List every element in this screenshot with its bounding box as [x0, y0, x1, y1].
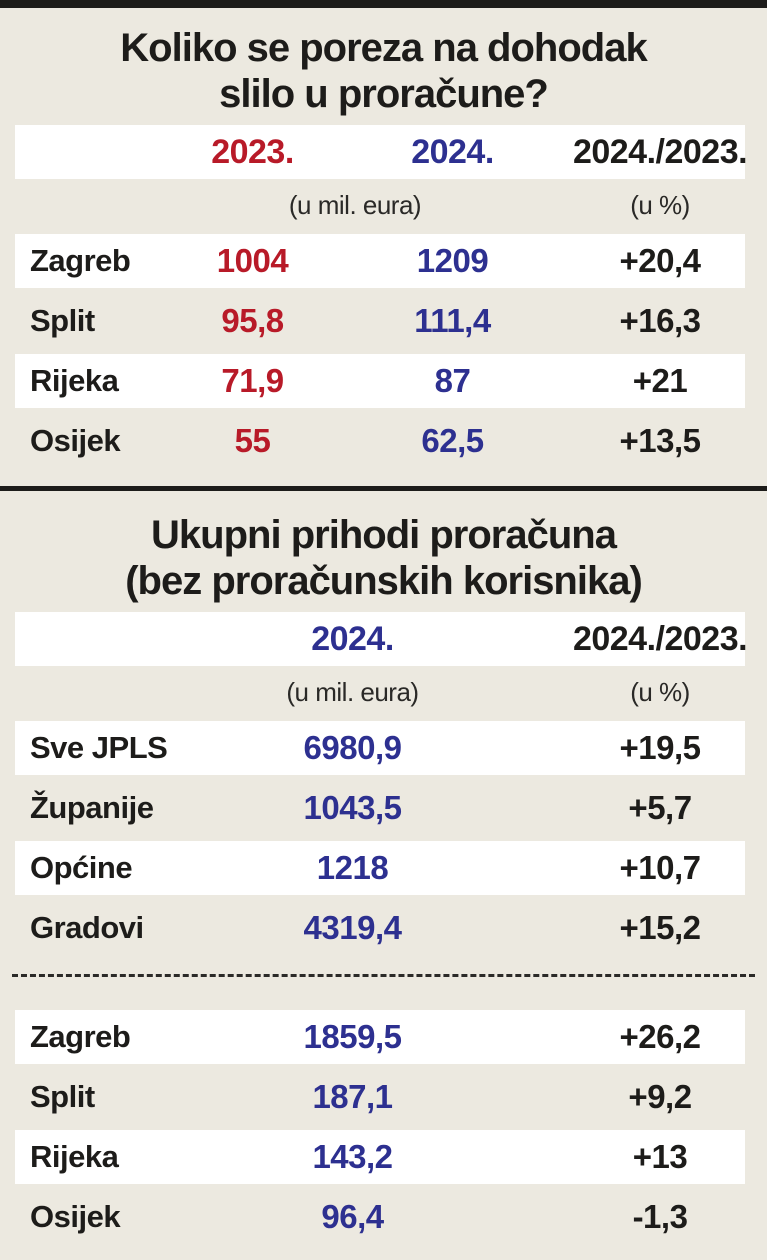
table1-header-2023: 2023.	[211, 132, 294, 171]
table-row: Split 95,8 111,4 +16,3	[15, 291, 745, 351]
value-ratio: +15,2	[619, 909, 702, 947]
table1-units-row: (u mil. eura) (u %)	[15, 179, 745, 231]
table2-units-row: (u mil. eura) (u %)	[15, 666, 745, 718]
value-ratio: +20,4	[619, 242, 702, 280]
value-2023: 1004	[216, 242, 289, 280]
value-2024: 87	[434, 362, 471, 400]
value-ratio: +10,7	[619, 849, 702, 887]
table-row: Rijeka 71,9 87 +21	[15, 351, 745, 412]
table1-title-line1: Koliko se poreza na dohodak	[120, 26, 647, 70]
row-label: Županije	[30, 790, 154, 826]
value-2023: 71,9	[221, 362, 284, 400]
row-label: Sve JPLS	[30, 730, 168, 766]
value-2024: 143,2	[312, 1138, 393, 1176]
table1-title-line2: slilo u proračune?	[219, 71, 549, 116]
row-label: Zagreb	[30, 1019, 131, 1055]
value-ratio: +21	[632, 362, 688, 400]
value-ratio: +5,7	[628, 789, 692, 827]
row-label: Split	[30, 1079, 95, 1115]
value-ratio: +13	[632, 1138, 688, 1176]
row-label: Osijek	[30, 423, 121, 459]
row-label: Gradovi	[30, 910, 144, 946]
table2-title-line1: Ukupni prihodi proračuna	[151, 513, 617, 558]
value-2024: 6980,9	[303, 729, 402, 767]
table-row: Zagreb 1004 1209 +20,4	[15, 231, 745, 292]
table2-header-ratio: 2024./2023.	[572, 619, 748, 658]
table1-header-empty	[15, 125, 175, 179]
section-divider	[0, 486, 767, 492]
table2-unit-ratio: (u %)	[630, 676, 690, 707]
spacer	[0, 977, 767, 1007]
value-2024: 62,5	[421, 422, 484, 460]
table-row: Županije 1043,5 +5,7	[15, 778, 745, 838]
top-rule	[0, 0, 767, 8]
table-total-revenues: Ukupni prihodi proračuna (bez proračunsk…	[0, 491, 767, 1247]
table-row: Rijeka 143,2 +13	[15, 1127, 745, 1188]
row-label: Osijek	[30, 1199, 121, 1235]
value-2023: 55	[234, 422, 271, 460]
value-2024: 1209	[416, 242, 489, 280]
table2-title-line2: (bez proračunskih korisnika)	[125, 558, 643, 603]
row-label: Split	[30, 303, 95, 339]
table-row: Gradovi 4319,4 +15,2	[15, 898, 745, 958]
value-2024: 96,4	[321, 1198, 384, 1236]
value-2024: 111,4	[414, 302, 491, 340]
table-row: Osijek 96,4 -1,3	[15, 1187, 745, 1247]
value-2024: 1218	[316, 849, 389, 887]
table1-header-2024: 2024.	[411, 132, 494, 171]
table-income-tax: Koliko se poreza na dohodak slilo u pror…	[0, 8, 767, 471]
value-ratio: +16,3	[619, 302, 702, 340]
value-ratio: +9,2	[628, 1078, 692, 1116]
value-ratio: +26,2	[619, 1018, 702, 1056]
table1-header-ratio: 2024./2023.	[572, 132, 748, 171]
row-label: Rijeka	[30, 1139, 119, 1175]
value-ratio: -1,3	[632, 1198, 688, 1236]
row-label: Zagreb	[30, 243, 131, 279]
table1-title: Koliko se poreza na dohodak slilo u pror…	[0, 8, 767, 117]
table-row: Sve JPLS 6980,9 +19,5	[15, 718, 745, 779]
value-2024: 187,1	[312, 1078, 393, 1116]
table2-unit-values: (u mil. eura)	[286, 676, 419, 707]
value-2024: 4319,4	[303, 909, 402, 947]
table2-header-2024: 2024.	[311, 619, 394, 658]
table1-unit-ratio: (u %)	[630, 189, 690, 220]
value-2024: 1859,5	[303, 1018, 402, 1056]
table1-header-row: 2023. 2024. 2024./2023.	[15, 125, 748, 180]
table-row: Split 187,1 +9,2	[15, 1067, 745, 1127]
table-row: Zagreb 1859,5 +26,2	[15, 1007, 745, 1068]
table1-units-empty	[15, 179, 175, 231]
value-ratio: +19,5	[619, 729, 702, 767]
table2-title: Ukupni prihodi proračuna (bez proračunsk…	[0, 491, 767, 604]
table-row: Općine 1218 +10,7	[15, 838, 745, 899]
table2-header-row: 2024. 2024./2023.	[15, 612, 748, 667]
group-separator-dashed	[12, 974, 755, 978]
table2-units-empty	[15, 666, 175, 718]
table-row: Osijek 55 62,5 +13,5	[15, 411, 745, 471]
row-label: Rijeka	[30, 363, 119, 399]
table2-header-empty	[15, 612, 175, 666]
row-label: Općine	[30, 850, 133, 886]
table1-unit-values: (u mil. eura)	[288, 189, 422, 220]
value-ratio: +13,5	[619, 422, 702, 460]
value-2023: 95,8	[221, 302, 284, 340]
value-2024: 1043,5	[303, 789, 402, 827]
